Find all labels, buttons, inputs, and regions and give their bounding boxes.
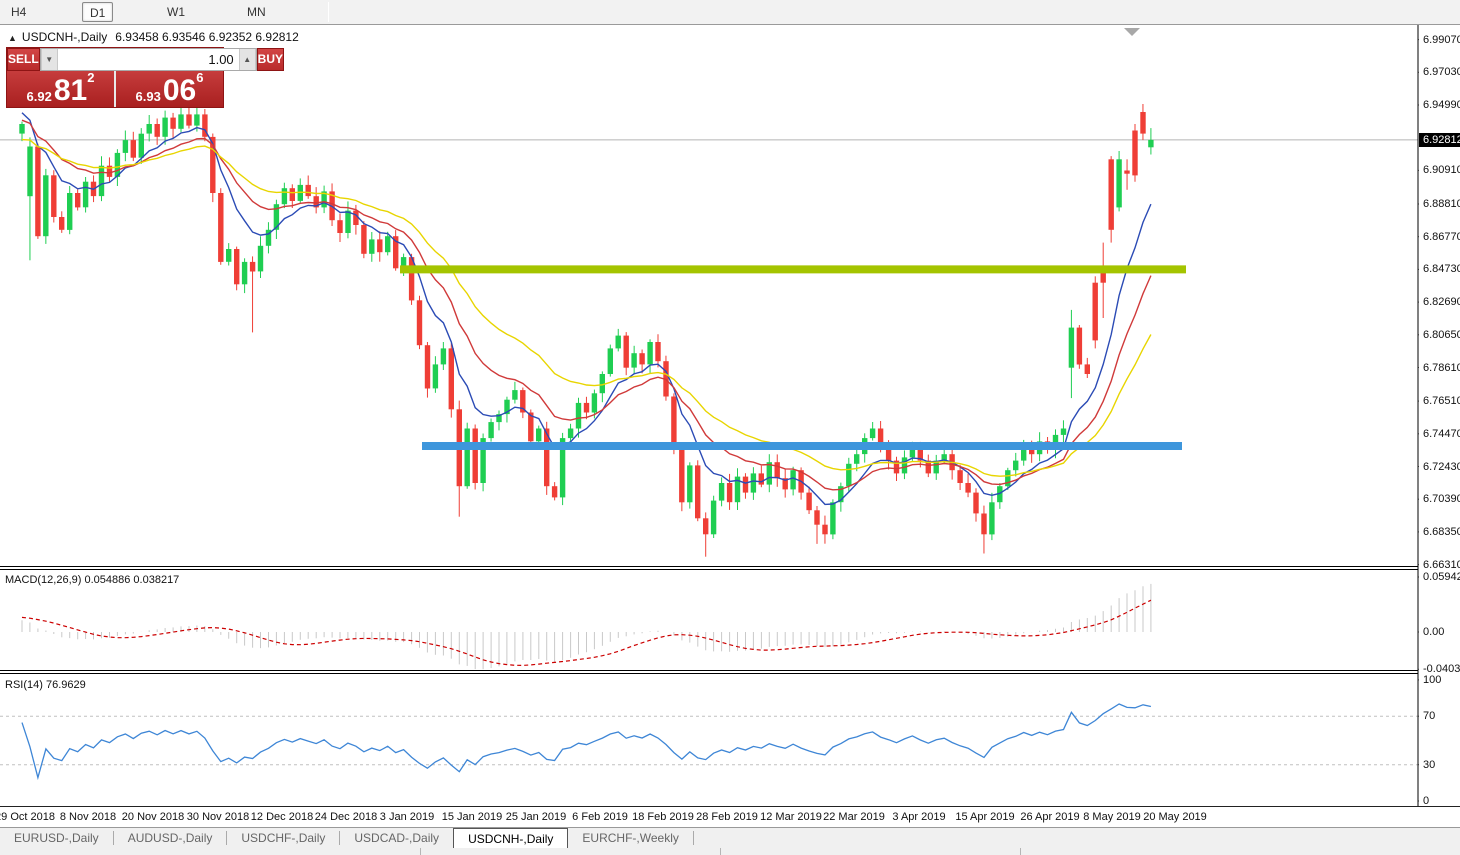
volume-decrease-icon[interactable]: ▼	[40, 49, 58, 70]
macd-indicator-label: MACD(12,26,9) 0.054886 0.038217	[5, 574, 180, 586]
sell-price-box[interactable]: 6.92 81 2	[7, 71, 114, 107]
date-axis-label: 20 May 2019	[1143, 811, 1207, 823]
price-axis[interactable]: 6.99070 6.97030 6.94990 6.90910 6.88810 6.867…	[1419, 25, 1460, 807]
price-axis-label: 6.99070	[1423, 33, 1460, 46]
rsi-axis-label: 100	[1423, 673, 1442, 686]
price-axis-label: 6.88810	[1423, 198, 1460, 210]
volume-spinner: ▼ ▲	[39, 48, 257, 71]
period-button-h4[interactable]: H4	[11, 5, 27, 19]
volume-increase-icon[interactable]: ▲	[238, 49, 256, 70]
price-axis-label: 6.84730	[1423, 263, 1460, 276]
symbol-name: USDCNH-,Daily	[21, 30, 108, 44]
price-axis-label: 6.68350	[1423, 525, 1460, 538]
tab-separator	[339, 831, 341, 845]
sell-button[interactable]: SELL	[7, 48, 40, 71]
price-axis-label: 6.70390	[1423, 493, 1460, 506]
rsi-indicator-label: RSI(14) 76.9629	[5, 679, 86, 691]
rsi-axis-label: 30	[1423, 758, 1436, 771]
price-axis-label: 6.97030	[1423, 66, 1460, 79]
tab-audusd-daily[interactable]: AUDUSD-,Daily	[127, 831, 213, 845]
status-separator	[420, 848, 421, 855]
buy-price-big: 06	[162, 74, 197, 107]
period-button-mn[interactable]: MN	[247, 5, 266, 19]
buy-button[interactable]: BUY	[256, 48, 285, 71]
buy-price-prefix: 6.93	[135, 89, 161, 104]
current-price-tag: 6.92812	[1419, 132, 1460, 147]
rsi-axis-label: 70	[1423, 710, 1436, 723]
status-separator	[720, 848, 721, 855]
macd-axis-label: 0.00	[1423, 626, 1445, 638]
date-axis-label: 12 Mar 2019	[760, 811, 822, 823]
date-axis-label: 15 Jan 2019	[441, 811, 503, 823]
rsi-value: 76.9629	[45, 679, 86, 691]
date-axis-label: 26 Apr 2019	[1020, 811, 1080, 823]
volume-input[interactable]	[57, 49, 239, 70]
price-axis-label: 6.82690	[1423, 296, 1460, 309]
tab-eurchf-weekly[interactable]: EURCHF-,Weekly	[582, 831, 679, 845]
date-axis-label: 8 May 2019	[1083, 811, 1141, 823]
date-axis-label: 22 Mar 2019	[823, 811, 885, 823]
price-axis-label: 6.86770	[1423, 230, 1460, 243]
tab-usdcnh-daily[interactable]: USDCNH-,Daily	[453, 828, 569, 848]
macd-values: 0.054886 0.038217	[84, 574, 180, 586]
date-axis-label: 18 Feb 2019	[632, 811, 694, 823]
buy-price-sup: 6	[196, 70, 204, 85]
date-axis-label: 28 Feb 2019	[696, 811, 758, 823]
tab-eurusd-daily[interactable]: EURUSD-,Daily	[14, 831, 99, 845]
tab-separator	[692, 831, 694, 845]
price-axis-label: 6.94990	[1423, 99, 1460, 111]
date-axis-label: 20 Nov 2018	[121, 811, 185, 823]
price-axis-label: 6.74470	[1423, 427, 1460, 440]
chart-symbol-title: ▲ USDCNH-,Daily 6.93458 6.93546 6.92352 6.…	[8, 30, 299, 44]
price-axis-label: 6.72430	[1423, 460, 1460, 473]
macd-axis-label: -0.040371	[1423, 663, 1460, 676]
price-axis-label: 6.80650	[1423, 328, 1460, 341]
date-axis-label: 12 Dec 2018	[250, 811, 314, 823]
buy-price-box[interactable]: 6.93 06 6	[114, 71, 223, 107]
toolbar-separator	[328, 2, 329, 22]
date-axis-label: 15 Apr 2019	[955, 811, 1015, 823]
date-axis-label: 24 Dec 2018	[314, 811, 378, 823]
collapse-triangle-icon[interactable]: ▲	[8, 33, 17, 43]
sell-price-big: 81	[53, 74, 88, 107]
tab-usdchf-daily[interactable]: USDCHF-,Daily	[241, 831, 326, 845]
rsi-axis-label: 0	[1423, 795, 1430, 807]
chart-tab-bar: EURUSD-,Daily AUDUSD-,Daily USDCHF-,Dail…	[0, 827, 1460, 848]
chart-window: ▲ USDCNH-,Daily 6.93458 6.93546 6.92352 6.…	[0, 25, 1460, 807]
symbol-ohlc-values: 6.93458 6.93546 6.92352 6.92812	[115, 30, 299, 44]
tab-usdcad-daily[interactable]: USDCAD-,Daily	[354, 831, 440, 845]
sell-price-sup: 2	[87, 70, 95, 85]
status-separator	[1020, 848, 1021, 855]
price-chart-canvas[interactable]	[0, 25, 1460, 806]
date-axis-label: 29 Oct 2018	[0, 811, 55, 823]
date-axis-label: 6 Feb 2019	[572, 811, 628, 823]
macd-axis-label: 0.059422	[1423, 571, 1460, 583]
date-axis-label: 3 Apr 2019	[892, 811, 946, 823]
price-axis-label: 6.66310	[1423, 558, 1460, 571]
date-axis-label: 25 Jan 2019	[505, 811, 567, 823]
tab-separator	[226, 831, 228, 845]
sell-price-prefix: 6.92	[26, 89, 52, 104]
period-button-w1[interactable]: W1	[167, 5, 185, 19]
date-axis[interactable]: 29 Oct 2018 8 Nov 2018 20 Nov 2018 30 Nov 2…	[0, 806, 1460, 827]
date-axis-label: 8 Nov 2018	[59, 811, 117, 823]
status-strip	[0, 848, 1460, 855]
price-axis-label: 6.90910	[1423, 164, 1460, 177]
date-axis-label: 3 Jan 2019	[379, 811, 435, 823]
tab-separator	[112, 831, 114, 845]
period-button-d1[interactable]: D1	[82, 2, 114, 22]
price-axis-label: 6.78610	[1423, 361, 1460, 374]
period-toolbar: H4 D1 W1 MN	[0, 0, 1460, 25]
date-axis-label: 30 Nov 2018	[186, 811, 250, 823]
price-axis-label: 6.76510	[1423, 395, 1460, 408]
